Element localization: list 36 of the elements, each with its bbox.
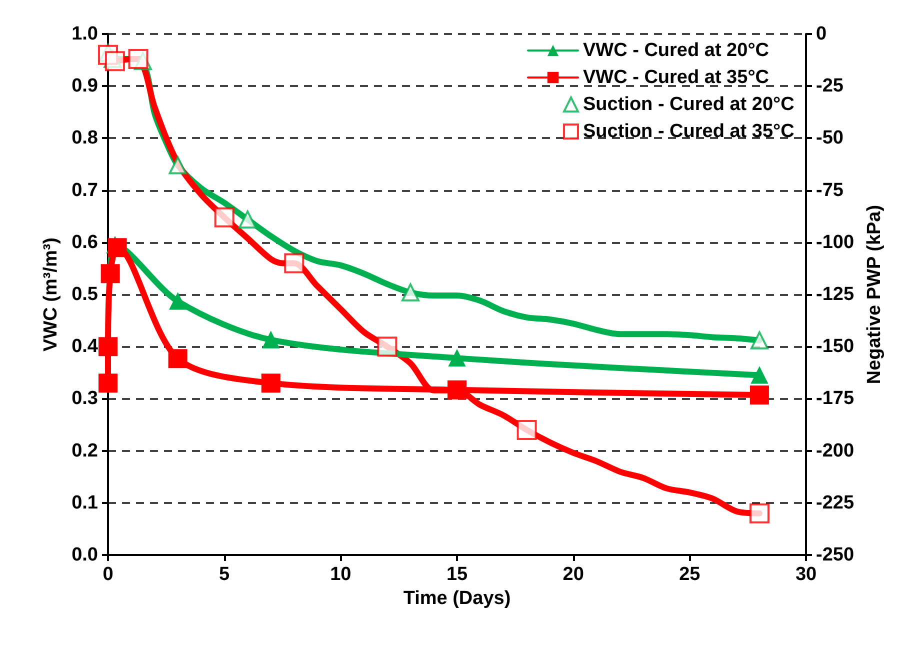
- x-tick-label: 30: [795, 564, 817, 585]
- y2-tick-label: -125: [816, 284, 854, 305]
- y2-axis-title: Negative PWP (kPa): [864, 204, 885, 384]
- y2-tick-label: -225: [816, 492, 854, 514]
- y2-tick-label: -50: [816, 128, 844, 149]
- y-tick-label: 1.0: [72, 24, 98, 44]
- y-tick-label: 0.8: [72, 128, 98, 149]
- y-tick-label: 0.3: [72, 388, 98, 410]
- y2-tick-label: -100: [816, 232, 854, 253]
- y-tick-label: 0.1: [72, 492, 98, 514]
- x-tick-label: 0: [102, 564, 114, 585]
- y-tick-label: 0.6: [72, 232, 98, 253]
- legend-label: VWC - Cured at 35°C: [583, 67, 770, 88]
- y2-tick-label: 0: [816, 24, 827, 44]
- x-tick-label: 20: [562, 564, 584, 585]
- y2-tick-label: -250: [816, 544, 854, 566]
- y-tick-label: 0.5: [72, 284, 98, 305]
- x-tick-label: 10: [330, 564, 352, 585]
- x-tick-label: 15: [446, 564, 468, 585]
- legend-label: Suction - Cured at 20°C: [583, 94, 795, 115]
- legend-label: Suction - Cured at 35°C: [583, 121, 795, 142]
- y2-tick-label: -175: [816, 388, 854, 410]
- x-axis-title: Time (Days): [403, 588, 511, 609]
- y2-tick-label: -200: [816, 440, 854, 462]
- x-tick-label: 5: [219, 564, 230, 585]
- y-tick-label: 0.4: [72, 336, 98, 358]
- legend-label: VWC - Cured at 20°C: [583, 40, 770, 61]
- y-tick-label: 0.0: [72, 544, 98, 566]
- y-tick-label: 0.2: [72, 440, 98, 462]
- y2-tick-label: -150: [816, 336, 854, 358]
- y-axis-title: VWC (m³/m³): [40, 238, 62, 352]
- y-tick-label: 0.9: [72, 76, 98, 97]
- y2-tick-label: -25: [816, 76, 844, 97]
- y-tick-label: 0.7: [72, 180, 98, 201]
- x-tick-label: 25: [679, 564, 701, 585]
- y2-tick-label: -75: [816, 180, 844, 201]
